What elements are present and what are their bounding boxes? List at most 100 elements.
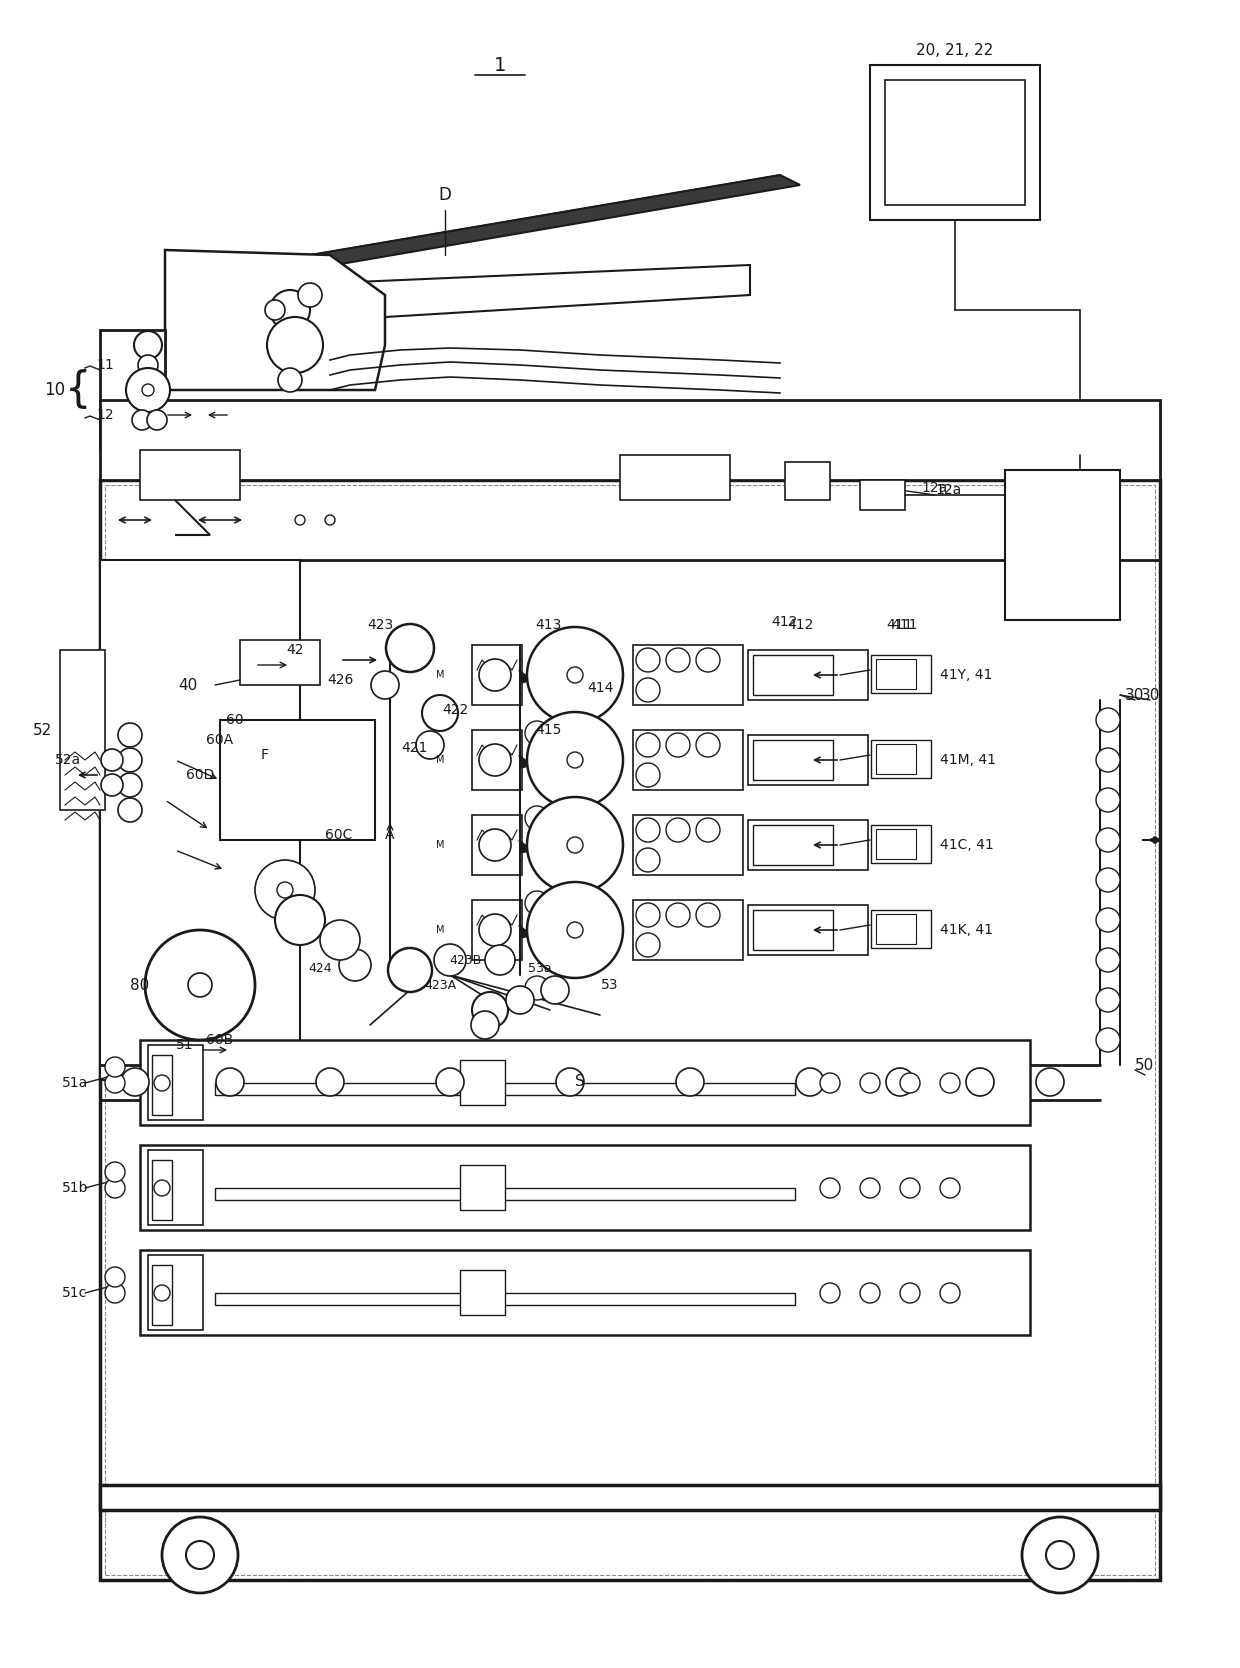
Bar [219, 721, 374, 841]
Bar [1004, 470, 1120, 620]
Circle shape [471, 1011, 498, 1039]
Bar [620, 455, 730, 500]
Circle shape [118, 747, 143, 772]
Text: 30: 30 [1141, 687, 1159, 702]
Text: 41K, 41: 41K, 41 [940, 922, 993, 937]
Bar [870, 65, 1040, 220]
Text: 42: 42 [286, 642, 304, 657]
Text: 423: 423 [367, 619, 393, 632]
Bar [748, 736, 868, 786]
Circle shape [145, 931, 255, 1041]
Circle shape [131, 410, 153, 430]
Bar [875, 914, 916, 944]
Circle shape [527, 797, 622, 892]
Circle shape [105, 1178, 125, 1198]
Text: M: M [435, 926, 444, 936]
Circle shape [636, 932, 660, 957]
Text: 422: 422 [441, 702, 469, 717]
Circle shape [472, 992, 508, 1027]
Circle shape [796, 1068, 825, 1096]
Circle shape [325, 515, 335, 525]
Text: M: M [492, 671, 502, 681]
Circle shape [541, 976, 569, 1004]
Circle shape [666, 647, 689, 672]
Circle shape [506, 986, 534, 1014]
Circle shape [567, 752, 583, 767]
Text: 60D: 60D [186, 767, 215, 782]
Circle shape [636, 677, 660, 702]
Bar [105, 485, 1154, 1575]
Polygon shape [170, 265, 750, 330]
Circle shape [316, 1068, 343, 1096]
Polygon shape [165, 250, 384, 390]
Bar [153, 1264, 172, 1324]
Circle shape [434, 944, 466, 976]
Text: 415: 415 [534, 722, 562, 737]
Circle shape [388, 947, 432, 992]
Text: 11: 11 [95, 359, 114, 372]
Circle shape [122, 1068, 149, 1096]
Text: D: D [439, 187, 451, 203]
Bar [153, 1054, 172, 1114]
Circle shape [148, 410, 167, 430]
Bar [472, 646, 522, 706]
Circle shape [556, 1068, 584, 1096]
Circle shape [118, 797, 143, 822]
Circle shape [525, 806, 549, 831]
Circle shape [105, 1058, 125, 1078]
Bar [153, 1159, 172, 1219]
Text: 41C, 41: 41C, 41 [940, 837, 993, 852]
Text: 51c: 51c [62, 1286, 88, 1299]
Bar [148, 1254, 203, 1329]
Bar [1011, 492, 1035, 510]
Polygon shape [520, 926, 532, 937]
Bar [875, 744, 916, 774]
Text: 12a: 12a [935, 484, 961, 497]
Circle shape [138, 355, 157, 375]
Circle shape [105, 1283, 125, 1303]
Text: 51b: 51b [62, 1181, 88, 1194]
Bar [472, 901, 522, 961]
Text: A: A [386, 827, 394, 842]
Bar [748, 651, 868, 701]
Text: 53a: 53a [528, 961, 552, 974]
Circle shape [479, 744, 511, 776]
Text: 50: 50 [1136, 1058, 1154, 1073]
Bar [753, 741, 833, 781]
Circle shape [255, 861, 315, 921]
Text: 51a: 51a [62, 1076, 88, 1089]
Circle shape [188, 972, 212, 997]
Circle shape [1047, 1541, 1074, 1570]
Text: 411: 411 [887, 619, 913, 632]
Text: 426: 426 [327, 672, 353, 687]
Circle shape [154, 1074, 170, 1091]
Text: S: S [575, 1074, 585, 1089]
Circle shape [154, 1284, 170, 1301]
Circle shape [105, 1163, 125, 1183]
Circle shape [966, 1068, 994, 1096]
Circle shape [485, 946, 515, 976]
Bar [632, 901, 743, 961]
Polygon shape [310, 175, 800, 265]
Circle shape [525, 976, 549, 1001]
Circle shape [940, 1283, 960, 1303]
Circle shape [143, 384, 154, 395]
Circle shape [636, 847, 660, 872]
Circle shape [1096, 867, 1120, 892]
Circle shape [436, 1068, 464, 1096]
Text: 41M, 41: 41M, 41 [940, 752, 996, 767]
Bar [861, 480, 905, 510]
Text: 40: 40 [179, 677, 197, 692]
Text: M: M [492, 926, 502, 936]
Circle shape [422, 696, 458, 731]
Circle shape [666, 902, 689, 927]
Circle shape [567, 667, 583, 682]
Circle shape [100, 749, 123, 771]
Polygon shape [520, 841, 532, 852]
Text: 51: 51 [176, 1037, 193, 1053]
Text: M: M [435, 671, 444, 681]
Text: {: { [64, 369, 92, 410]
Circle shape [861, 1178, 880, 1198]
Text: 414: 414 [587, 681, 614, 696]
Bar [632, 816, 743, 876]
